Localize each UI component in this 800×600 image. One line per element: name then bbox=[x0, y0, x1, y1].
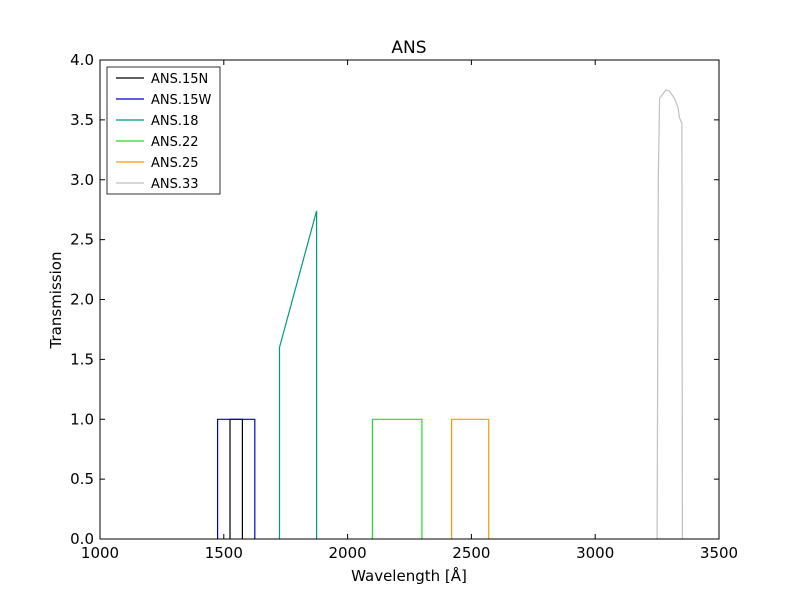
legend-label: ANS.22 bbox=[151, 135, 199, 150]
chart-title: ANS bbox=[391, 38, 426, 58]
y-tick-label: 0.0 bbox=[70, 530, 94, 548]
x-tick-label: 1000 bbox=[81, 544, 119, 562]
legend: ANS.15N ANS.15W ANS.18 ANS.22 ANS.25 ANS.33 bbox=[106, 66, 221, 195]
x-tick-label: 3000 bbox=[576, 544, 614, 562]
series-line-ans-22 bbox=[371, 418, 423, 539]
y-axis-label: Transmission bbox=[47, 252, 65, 350]
legend-label: ANS.33 bbox=[151, 177, 199, 192]
x-tick-label: 1500 bbox=[205, 544, 243, 562]
series-line-ans-33 bbox=[656, 89, 684, 540]
legend-frame bbox=[106, 66, 221, 195]
x-tick-label: 3500 bbox=[700, 544, 738, 562]
y-tick-label: 3.0 bbox=[70, 171, 94, 189]
y-tick-label: 2.0 bbox=[70, 291, 94, 309]
legend-label: ANS.15W bbox=[151, 93, 212, 108]
legend-label: ANS.18 bbox=[151, 114, 199, 129]
x-tick-label: 2000 bbox=[329, 544, 367, 562]
y-tick-label: 3.5 bbox=[70, 111, 94, 129]
series-line-ans-15w bbox=[217, 418, 256, 539]
series-line-ans-25 bbox=[451, 418, 490, 539]
y-tick-label: 4.0 bbox=[70, 51, 94, 69]
y-tick-label: 0.5 bbox=[70, 470, 94, 488]
legend-label: ANS.25 bbox=[151, 156, 199, 171]
y-tick-label: 2.5 bbox=[70, 231, 94, 249]
series-line-ans-15n bbox=[229, 418, 243, 539]
series-line-ans-18 bbox=[278, 210, 318, 539]
y-tick-label: 1.5 bbox=[70, 350, 94, 368]
legend-label: ANS.15N bbox=[151, 72, 208, 87]
plot-area: 1000 1500 2000 2500 3000 3500 0.0 0.5 1.0 1.5 2.0 2… bbox=[70, 51, 738, 562]
x-axis-label: Wavelength [Å] bbox=[351, 566, 467, 585]
x-tick-label: 2500 bbox=[452, 544, 490, 562]
y-tick-label: 1.0 bbox=[70, 410, 94, 428]
